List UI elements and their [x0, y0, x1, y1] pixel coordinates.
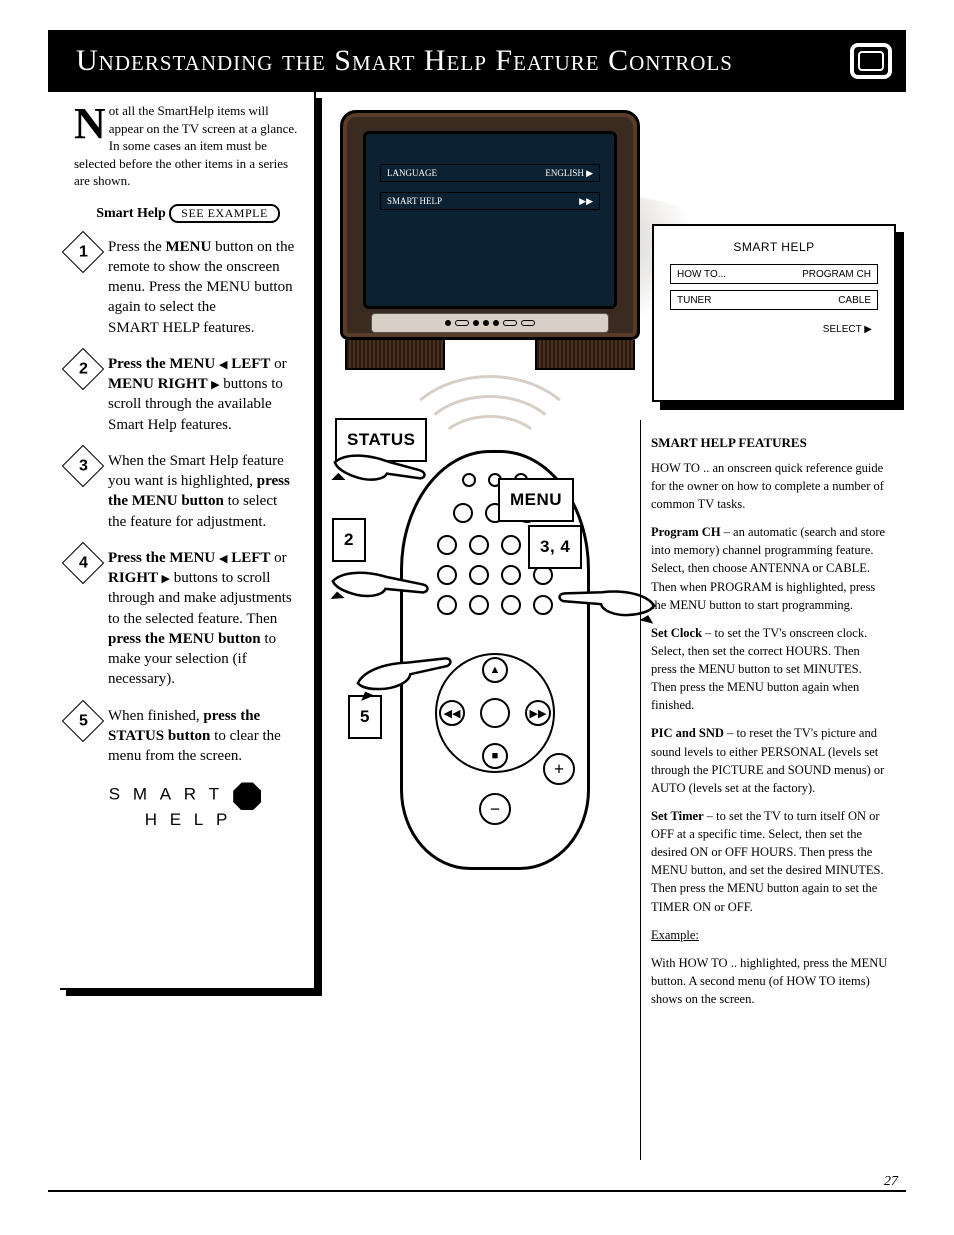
panel-dot-icon: [483, 320, 489, 326]
tv-screen-icon: [850, 43, 892, 79]
page-title: Understanding the Smart Help Feature Con…: [76, 44, 733, 78]
step-3-text: When the Smart Help feature you want is …: [108, 453, 290, 530]
feature-picsnd: PIC and SND – to reset the TV's picture …: [651, 724, 888, 797]
callout-title: SMART HELP: [666, 240, 882, 254]
label-menu: MENU: [498, 478, 574, 522]
tv-speaker-left: [345, 340, 445, 370]
callout-tuner-label: TUNER: [677, 295, 711, 306]
panel-dot-icon: [445, 320, 451, 326]
tv-menu-language-label: LANGUAGE: [387, 168, 437, 178]
features-heading: SMART HELP FEATURES: [651, 434, 888, 453]
remote-button[interactable]: [501, 535, 521, 555]
remote-button[interactable]: [437, 535, 457, 555]
panel-pill-icon: [521, 320, 535, 326]
callout-row-howto: HOW TO... PROGRAM CH: [670, 264, 878, 284]
smart-left: S M A R T: [109, 785, 223, 804]
callout-howto-value: PROGRAM CH: [802, 269, 871, 280]
panel-dot-icon: [493, 320, 499, 326]
callout-select: SELECT ▶: [666, 316, 882, 335]
smarthelp-link-row: Smart Help SEE EXAMPLE: [74, 200, 302, 231]
remote-button[interactable]: [501, 595, 521, 615]
step-4-diamond: 4: [62, 542, 104, 584]
nav-down-button[interactable]: ■: [482, 743, 508, 769]
tv-screen: LANGUAGE ENGLISH ▶ SMART HELP ▶▶: [363, 131, 617, 309]
callout-row-tuner: TUNER CABLE: [670, 290, 878, 310]
step-3-num: 3: [79, 455, 88, 477]
step-4: 4 Press the MENU ◀ LEFT or RIGHT ▶ butto…: [74, 542, 302, 700]
step-5-text: When finished, press the STATUS button t…: [108, 708, 281, 765]
step-5: 5 When finished, press the STATUS button…: [74, 700, 302, 777]
intro-dropcap: N: [74, 102, 109, 141]
tv-front-panel: [371, 313, 609, 333]
tv-menu-language-value: ENGLISH ▶: [545, 168, 593, 179]
tv-menu-smarthelp-arrows: ▶▶: [579, 196, 593, 207]
nav-left-button[interactable]: ◀◀: [439, 700, 465, 726]
example-body: With HOW TO .. highlighted, press the ME…: [651, 954, 888, 1008]
panel-dot-icon: [473, 320, 479, 326]
panel-pill-icon: [455, 320, 469, 326]
step-2-text: Press the MENU ◀ LEFT or MENU RIGHT ▶ bu…: [108, 356, 287, 433]
step-5-diamond: 5: [62, 700, 104, 742]
vol-minus-button[interactable]: −: [479, 793, 511, 825]
pointing-hand-icon: [326, 551, 449, 609]
steps-panel: N ot all the SmartHelp items will appear…: [60, 92, 316, 990]
tv-menu-smarthelp-label: SMART HELP: [387, 196, 442, 206]
step-4-text: Press the MENU ◀ LEFT or RIGHT ▶ buttons…: [108, 550, 292, 688]
tv-illustration: LANGUAGE ENGLISH ▶ SMART HELP ▶▶: [340, 110, 640, 380]
step-1-text: Press the MENU button on the remote to s…: [108, 239, 294, 336]
panel-pill-icon: [503, 320, 517, 326]
feature-setclock: Set Clock – to set the TV's onscreen clo…: [651, 624, 888, 715]
page-number: 27: [884, 1174, 898, 1190]
step-4-num: 4: [79, 552, 88, 574]
tv-body: LANGUAGE ENGLISH ▶ SMART HELP ▶▶: [340, 110, 640, 340]
tv-menu-row-smarthelp: SMART HELP ▶▶: [380, 192, 600, 210]
step-2: 2 Press the MENU ◀ LEFT or MENU RIGHT ▶ …: [74, 348, 302, 445]
stop-icon: [233, 782, 261, 810]
callout-tuner-value: CABLE: [838, 295, 871, 306]
step-2-num: 2: [79, 358, 88, 380]
remote-button[interactable]: [453, 503, 473, 523]
tv-speaker-right: [535, 340, 635, 370]
callout-howto-label: HOW TO...: [677, 269, 726, 280]
stop-row: S M A R T H E L P: [74, 776, 302, 830]
see-example-button[interactable]: SEE EXAMPLE: [169, 204, 280, 223]
smart-right: H E L P: [145, 810, 232, 829]
features-column: SMART HELP FEATURES HOW TO .. an onscree…: [640, 420, 896, 1160]
nav-up-button[interactable]: ▲: [482, 657, 508, 683]
step-1-num: 1: [79, 241, 88, 263]
remote-button[interactable]: [469, 595, 489, 615]
title-bar: Understanding the Smart Help Feature Con…: [48, 30, 906, 92]
remote-button[interactable]: [462, 473, 476, 487]
tv-menu-row-language: LANGUAGE ENGLISH ▶: [380, 164, 600, 182]
feature-programch: Program CH – an automatic (search and st…: [651, 523, 888, 614]
feature-howto: HOW TO .. an onscreen quick reference gu…: [651, 459, 888, 513]
step-3: 3 When the Smart Help feature you want i…: [74, 445, 302, 542]
nav-right-button[interactable]: ▶▶: [525, 700, 551, 726]
label-3-4: 3, 4: [528, 525, 582, 569]
nav-center-button[interactable]: [480, 698, 510, 728]
vol-plus-button[interactable]: +: [543, 753, 575, 785]
step-1: 1 Press the MENU button on the remote to…: [74, 231, 302, 348]
steps-panel-wrap: N ot all the SmartHelp items will appear…: [60, 92, 322, 998]
example-heading: Example:: [651, 926, 888, 944]
smarthelp-heading: Smart Help: [96, 206, 166, 221]
remote-button[interactable]: [469, 535, 489, 555]
remote-button[interactable]: [501, 565, 521, 585]
step-3-diamond: 3: [62, 445, 104, 487]
intro-paragraph: N ot all the SmartHelp items will appear…: [74, 102, 302, 190]
smarthelp-submenu-callout: SMART HELP HOW TO... PROGRAM CH TUNER CA…: [652, 224, 896, 402]
step-5-num: 5: [79, 710, 88, 732]
remote-button[interactable]: [469, 565, 489, 585]
step-2-diamond: 2: [62, 348, 104, 390]
feature-settimer: Set Timer – to set the TV to turn itself…: [651, 807, 888, 916]
step-1-diamond: 1: [62, 231, 104, 273]
tv-base: [345, 340, 635, 370]
